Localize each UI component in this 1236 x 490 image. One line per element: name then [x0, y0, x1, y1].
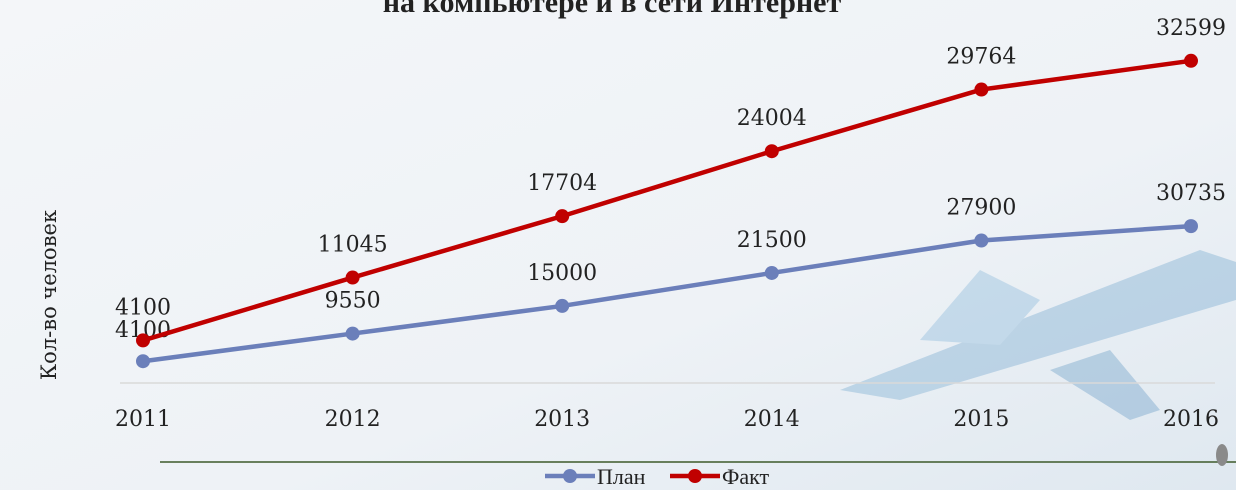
- point: [345, 270, 360, 285]
- x-tick-label: 2014: [744, 407, 800, 432]
- data-label: 9550: [325, 289, 381, 314]
- x-tick-label: 2016: [1163, 407, 1219, 432]
- point: [1184, 219, 1198, 234]
- point: [555, 209, 570, 224]
- slide-dot: [1216, 444, 1228, 466]
- x-tick-label: 2015: [953, 407, 1009, 432]
- data-label: 17704: [527, 171, 597, 196]
- point: [974, 82, 989, 97]
- legend-marker: [688, 469, 702, 483]
- legend-label: План: [597, 464, 646, 489]
- point: [136, 354, 150, 369]
- series-line: [142, 58, 1192, 343]
- legend-marker: [563, 469, 577, 483]
- data-label: 27900: [946, 196, 1016, 221]
- legend-label: Факт: [722, 464, 770, 489]
- point: [345, 326, 360, 341]
- data-label: 11045: [318, 233, 388, 258]
- data-label: 24004: [737, 106, 807, 131]
- point: [974, 233, 989, 248]
- point: [764, 265, 779, 280]
- x-tick-label: 2012: [325, 407, 381, 432]
- data-label: 29764: [946, 45, 1016, 70]
- point: [555, 298, 570, 313]
- x-tick-label: 2013: [534, 407, 590, 432]
- point: [1184, 53, 1198, 68]
- chart-title: на компьютере и в сети Интернет: [383, 0, 842, 19]
- point: [136, 333, 150, 348]
- point: [764, 144, 779, 159]
- airplane-decoration: [840, 250, 1236, 420]
- data-label: 15000: [527, 261, 597, 286]
- data-label: 30735: [1156, 181, 1226, 206]
- y-axis-label: Кол-во человек: [37, 210, 61, 380]
- data-label: 32599: [1156, 16, 1226, 41]
- data-label: 21500: [737, 228, 807, 253]
- data-label: 4100: [115, 295, 171, 320]
- series-line: [142, 223, 1192, 364]
- x-tick-label: 2011: [115, 407, 171, 432]
